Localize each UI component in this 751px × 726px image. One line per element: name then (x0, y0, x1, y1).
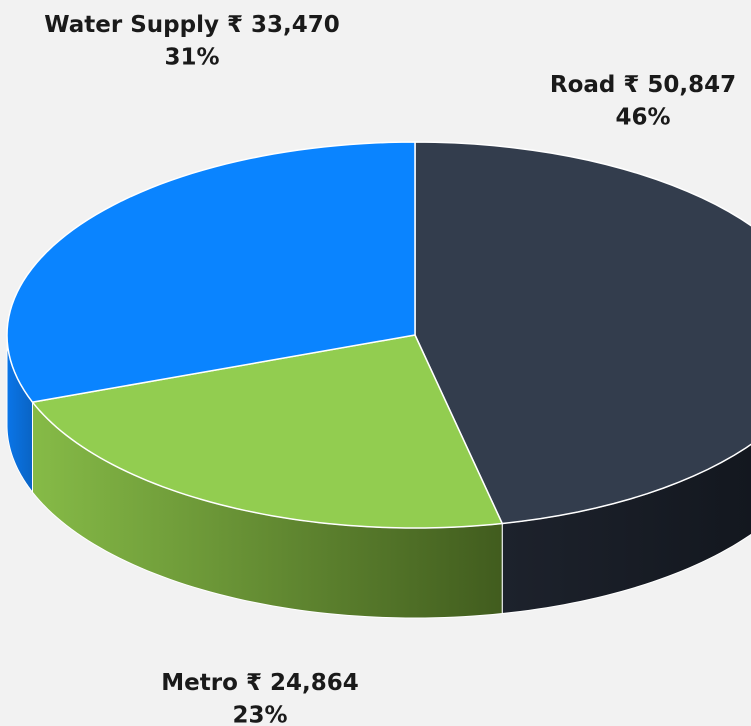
percent-label: 23% (232, 703, 287, 726)
category-name: Road (550, 72, 616, 98)
value-label: ₹ 33,470 (227, 12, 340, 38)
value-label: ₹ 50,847 (623, 72, 736, 98)
category-name: Metro (161, 670, 238, 696)
value-label: ₹ 24,864 (246, 670, 359, 696)
slice-label: Road ₹ 50,847 (550, 72, 736, 98)
category-name: Water Supply (44, 12, 219, 38)
pie-slice (6, 141, 416, 403)
slice-label: Water Supply ₹ 33,470 (44, 12, 340, 38)
pie-slice (31, 334, 504, 529)
percent-label: 46% (615, 105, 670, 131)
pie-slice (414, 141, 751, 525)
percent-label: 31% (164, 45, 219, 71)
slice-label: Metro ₹ 24,864 (161, 670, 358, 696)
